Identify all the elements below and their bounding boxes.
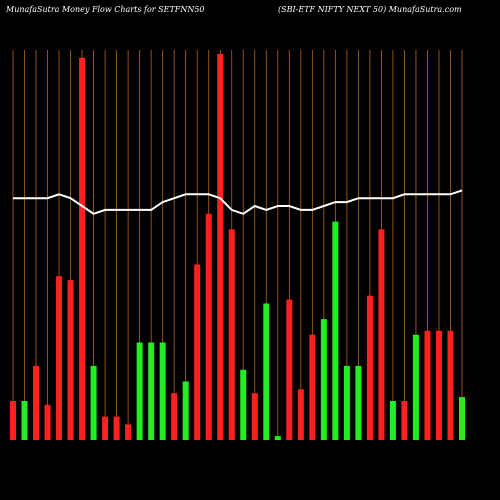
bar	[240, 369, 247, 440]
bar	[309, 334, 316, 440]
bar	[263, 303, 270, 440]
bar	[332, 221, 339, 440]
bar	[435, 330, 442, 440]
bar	[424, 330, 431, 440]
bar	[56, 276, 63, 440]
bar	[79, 57, 86, 441]
bar	[171, 393, 178, 440]
bar	[148, 342, 155, 440]
bar	[33, 365, 40, 440]
bar	[389, 401, 396, 440]
bar	[355, 365, 362, 440]
bar	[10, 401, 16, 440]
bar	[286, 299, 293, 440]
bar	[274, 436, 281, 440]
bar	[217, 53, 224, 441]
bar	[90, 365, 97, 440]
bar	[205, 213, 212, 440]
chart-title: MunafaSutra Money Flow Charts for SETFNN…	[5, 5, 205, 14]
line	[13, 189, 463, 215]
bar	[320, 319, 327, 440]
bar	[459, 397, 465, 440]
chart-subtitle: (SBI-ETF NIFTY NEXT 50) MunafaSutra.com	[278, 5, 462, 14]
bar	[251, 393, 258, 440]
bar	[228, 229, 235, 440]
bar	[159, 342, 166, 440]
bar	[113, 416, 120, 440]
plot	[10, 50, 465, 441]
bar	[44, 404, 51, 440]
bar	[297, 389, 304, 440]
bar	[182, 381, 189, 440]
bar	[412, 334, 419, 440]
bar	[125, 424, 132, 440]
bar	[366, 295, 373, 440]
bar	[102, 416, 109, 440]
bar	[21, 401, 28, 440]
bar	[378, 229, 385, 440]
bar	[194, 264, 201, 440]
bar	[67, 280, 74, 440]
bar	[136, 342, 143, 440]
bar	[343, 365, 350, 440]
bar	[401, 401, 408, 440]
bar	[447, 330, 454, 440]
